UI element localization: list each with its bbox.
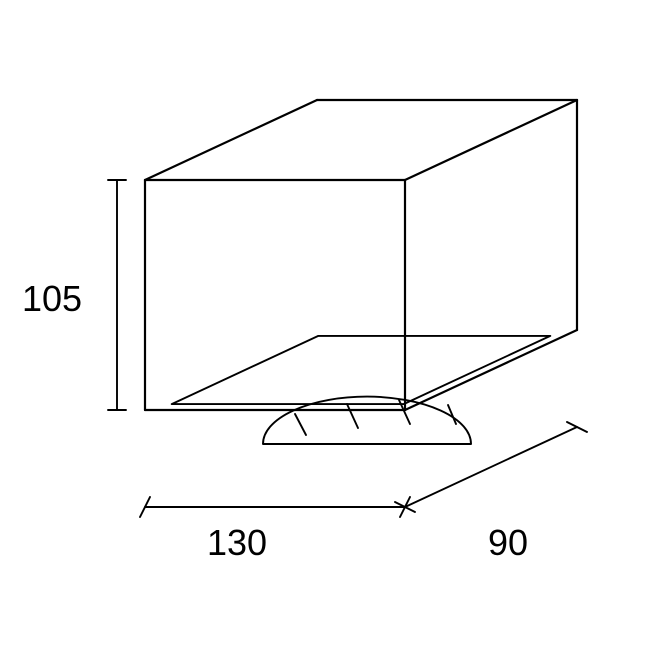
dimension-label-width: 130 — [207, 522, 267, 563]
dimension-label-height: 105 — [22, 278, 82, 319]
dimension-label-depth: 90 — [488, 522, 528, 563]
